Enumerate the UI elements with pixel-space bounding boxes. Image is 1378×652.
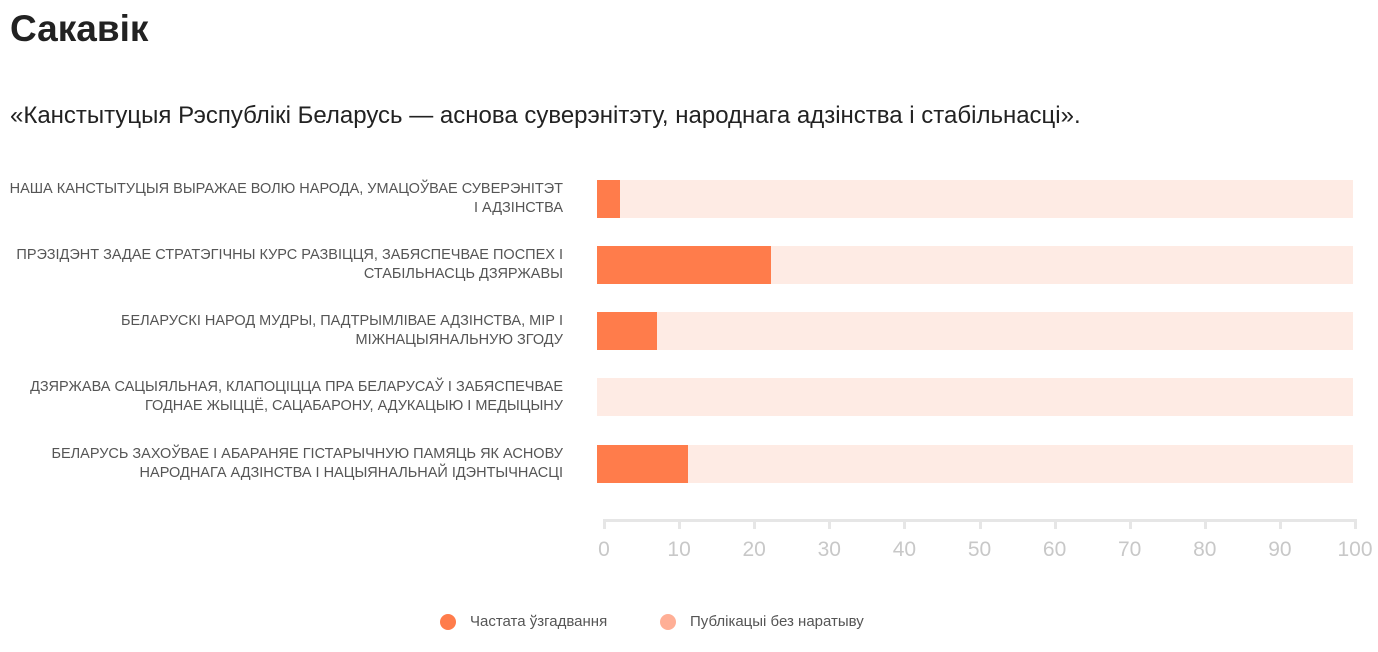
- legend-dot: [660, 613, 676, 630]
- x-tick-label: 70: [1118, 538, 1142, 561]
- x-tick-label: 0: [598, 538, 610, 561]
- category-label: Дзяржава сацыяльная, клапоціцца пра бела…: [30, 379, 563, 414]
- x-tick-label: 20: [742, 538, 766, 561]
- bar-frequency: [597, 246, 771, 284]
- legend-item-frequency[interactable]: Частата ўзгадвання: [440, 613, 607, 630]
- x-tick-mark: [1128, 519, 1132, 529]
- category-label: Беларускі народ мудры, падтрымлівае адзі…: [120, 313, 563, 348]
- x-tick-label: 50: [967, 538, 992, 561]
- x-tick-label: 80: [1193, 538, 1217, 561]
- bar-no-narrative: [597, 180, 1353, 218]
- x-tick-mark: [1053, 519, 1057, 529]
- legend-item-no-narrative[interactable]: Публікацыі без наратыву: [660, 613, 864, 630]
- x-tick-label: 30: [817, 538, 841, 561]
- bar-no-narrative: [597, 246, 1353, 284]
- category-label: Прэзідэнт задае стратэгічны курс развіцц…: [16, 247, 563, 282]
- x-tick-mark: [753, 519, 757, 529]
- x-tick-label: 10: [667, 538, 691, 561]
- bar-no-narrative: [597, 445, 1353, 483]
- chart-subtitle: «Канстытуцыя Рэспублікі Беларусь — аснов…: [10, 102, 1081, 129]
- bar-frequency: [597, 312, 658, 350]
- x-tick-mark: [978, 519, 982, 529]
- legend-dot: [440, 613, 456, 630]
- bar-no-narrative: [597, 378, 1353, 416]
- x-tick-mark: [828, 519, 832, 529]
- bar-frequency: [597, 445, 688, 483]
- x-tick-label: 90: [1268, 538, 1292, 561]
- x-tick-mark: [903, 519, 907, 529]
- bar-frequency: [597, 180, 620, 218]
- x-tick-label: 40: [892, 538, 917, 561]
- x-tick-label: 60: [1042, 538, 1067, 561]
- x-tick-mark: [1203, 519, 1207, 529]
- x-tick-mark: [1278, 519, 1282, 529]
- page-title: Сакавік: [10, 8, 149, 49]
- x-tick-mark: [1354, 519, 1357, 529]
- x-tick-mark: [678, 519, 682, 529]
- category-label: Наша Канстытуцыя выражае волю народа, ум…: [9, 181, 563, 216]
- legend-label: Частата ўзгадвання: [470, 613, 608, 630]
- x-tick-mark: [603, 519, 606, 529]
- bar-no-narrative: [597, 312, 1353, 350]
- x-tick-label: 100: [1337, 538, 1373, 561]
- legend-label: Публікацыі без наратыву: [690, 613, 864, 630]
- category-label: Беларусь захоўвае і абараняе гістарычную…: [51, 446, 563, 481]
